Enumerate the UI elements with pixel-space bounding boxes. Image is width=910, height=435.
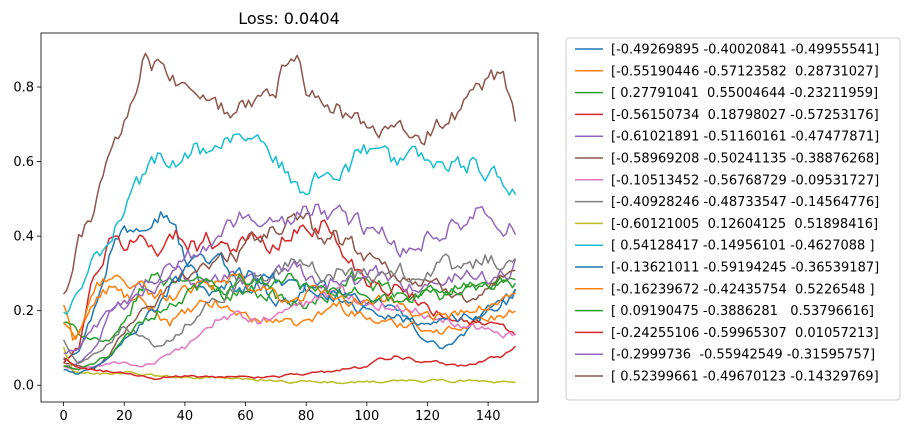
legend-box bbox=[565, 37, 901, 401]
series-line-14 bbox=[63, 345, 516, 381]
legend-label-13: [ 0.09190475 -0.3886281 0.53796616] bbox=[611, 304, 874, 319]
x-tick-label: 60 bbox=[237, 409, 254, 424]
legend-label-16: [ 0.52399661 -0.49670123 -0.14329769] bbox=[611, 370, 879, 385]
y-tick-label: 0.0 bbox=[13, 379, 34, 394]
legend-label-10: [ 0.54128417 -0.14956101 -0.4627088 ] bbox=[611, 239, 875, 254]
series-line-8 bbox=[62, 253, 516, 365]
legend-label-8: [-0.40928246 -0.48733547 -0.14564776] bbox=[611, 195, 879, 210]
series-line-2 bbox=[62, 285, 516, 341]
x-tick-label: 0 bbox=[59, 409, 67, 424]
y-tick-label: 0.6 bbox=[13, 155, 34, 170]
plot-area-frame bbox=[40, 32, 539, 403]
series-line-12 bbox=[63, 273, 516, 341]
y-tick-label: 0.4 bbox=[13, 230, 34, 245]
x-axis: 0 20 40 60 80 100 120 140 bbox=[59, 402, 501, 424]
legend-label-15: [-0.2999736 -0.55942549 -0.31595757] bbox=[611, 348, 875, 363]
legend-label-14: [-0.24255106 -0.59965307 0.01057213] bbox=[611, 326, 879, 341]
y-tick-label: 0.8 bbox=[13, 81, 34, 96]
legend-label-5: [-0.61021891 -0.51160161 -0.47477871] bbox=[611, 130, 879, 145]
x-tick-label: 100 bbox=[354, 409, 379, 424]
legend-label-6: [-0.58969208 -0.50241135 -0.38876268] bbox=[611, 152, 879, 167]
series-line-11 bbox=[63, 252, 517, 375]
legend-label-7: [-0.10513452 -0.56768729 -0.09531727] bbox=[611, 173, 879, 188]
legend-label-11: [-0.13621011 -0.59194245 -0.36539187] bbox=[611, 261, 879, 276]
series-line-9 bbox=[62, 346, 516, 385]
legend-label-2: [-0.55190446 -0.57123582 0.28731027] bbox=[611, 64, 879, 79]
x-tick-label: 40 bbox=[177, 409, 194, 424]
series-line-13 bbox=[63, 272, 517, 371]
series-line-6 bbox=[63, 212, 516, 371]
y-axis: 0.0 0.2 0.4 0.6 0.8 bbox=[13, 81, 41, 394]
series-line-16 bbox=[62, 52, 517, 295]
x-tick-label: 140 bbox=[476, 409, 501, 424]
series-line-15 bbox=[63, 203, 517, 355]
legend-label-3: [ 0.27791041 0.55004644 -0.23211959] bbox=[611, 86, 878, 101]
series-lines bbox=[62, 52, 517, 385]
legend: [-0.49269895 -0.40020841 -0.49955541] [-0… bbox=[565, 37, 901, 401]
series-line-10 bbox=[63, 133, 517, 315]
x-tick-label: 120 bbox=[415, 409, 440, 424]
x-tick-label: 80 bbox=[298, 409, 315, 424]
legend-label-1: [-0.49269895 -0.40020841 -0.49955541] bbox=[611, 43, 879, 58]
legend-label-4: [-0.56150734 0.18798027 -0.57253176] bbox=[611, 108, 879, 123]
y-tick-label: 0.2 bbox=[13, 304, 34, 319]
series-line-4 bbox=[63, 219, 516, 364]
legend-label-9: [-0.60121005 0.12604125 0.51898416] bbox=[611, 217, 878, 232]
legend-label-12: [-0.16239672 -0.42435754 0.5226548 ] bbox=[611, 282, 875, 297]
series-line-3 bbox=[63, 270, 516, 343]
chart-title: Loss: 0.0404 bbox=[238, 9, 340, 28]
x-tick-label: 20 bbox=[116, 409, 133, 424]
